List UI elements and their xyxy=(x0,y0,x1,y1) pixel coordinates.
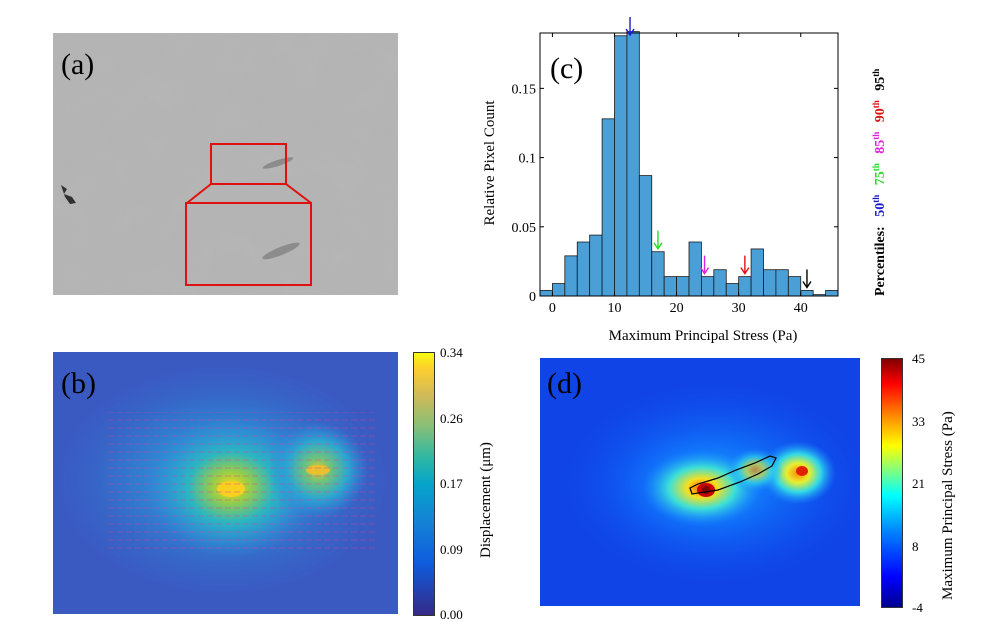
cbar-b-tick: 0.17 xyxy=(440,476,463,491)
panel-label-a: (a) xyxy=(61,48,95,81)
histogram-bar xyxy=(763,269,777,297)
histogram-bar xyxy=(576,241,591,297)
stress-heatmap xyxy=(540,358,860,606)
cbar-d-tick: 21 xyxy=(912,476,925,491)
y-tick-label: 0.05 xyxy=(512,221,537,236)
histogram-bar xyxy=(787,276,802,297)
stress-histogram: 0 10 20 30 40 0 0.05 0.1 0.15 Maximum Principal … xyxy=(482,17,888,344)
histogram-bar xyxy=(539,290,553,297)
cbar-d-tick: -4 xyxy=(912,600,923,615)
histogram-bar xyxy=(589,234,603,297)
histogram-bar xyxy=(775,269,789,297)
x-tick-label: 20 xyxy=(670,301,684,316)
percentile-arrow xyxy=(740,255,750,275)
x-tick-label: 10 xyxy=(608,301,622,316)
cbar-b-label: Displacement (μm) xyxy=(478,442,494,558)
histogram-bar xyxy=(800,290,814,297)
histogram-bar xyxy=(688,241,702,297)
cbar-b-tick: 0.34 xyxy=(440,345,463,360)
histogram-bar xyxy=(564,255,578,297)
histogram-bar xyxy=(713,269,727,297)
percentile-legend: Percentiles: 50th 75th 85th 90th 95th xyxy=(868,69,888,296)
histogram-bar xyxy=(651,251,665,297)
histogram-bar xyxy=(725,283,740,297)
micrograph-image xyxy=(53,33,398,295)
panel-label-b: (b) xyxy=(61,367,96,400)
stress-map xyxy=(540,358,860,606)
cbar-d-tick: 8 xyxy=(912,539,919,554)
micrograph-panel xyxy=(53,33,398,295)
plot-frame xyxy=(539,32,839,297)
percentile-arrow xyxy=(699,255,710,275)
cbar-b-tick: 0.26 xyxy=(440,411,463,426)
cbar-b-tick: 0.09 xyxy=(440,542,463,557)
displacement-heatmap xyxy=(53,352,398,614)
panel-label-c: (c) xyxy=(550,52,583,85)
histogram-bar xyxy=(552,283,566,297)
y-tick-label: 0.1 xyxy=(519,152,537,167)
cell-outline xyxy=(689,455,777,495)
displacement-map xyxy=(53,352,398,614)
histogram-bar xyxy=(601,118,615,297)
x-tick-label: 0 xyxy=(549,301,556,316)
y-axis-label: Relative Pixel Count xyxy=(482,100,498,226)
histogram-bar xyxy=(676,276,690,297)
roi-box xyxy=(210,143,287,185)
percentile-arrow xyxy=(802,269,812,289)
stress-colorbar xyxy=(881,358,903,608)
histogram-bar xyxy=(701,276,715,297)
debris-mark xyxy=(61,185,76,204)
percentile-title: Percentiles: xyxy=(873,226,888,296)
histogram-bar xyxy=(663,276,677,297)
histogram-bar xyxy=(614,35,628,297)
displacement-colorbar xyxy=(413,352,435,616)
x-tick-label: 40 xyxy=(794,301,808,316)
y-tick-label: 0 xyxy=(529,290,536,305)
histogram-bar xyxy=(626,31,640,297)
cbar-b-tick: 0.00 xyxy=(440,607,463,622)
panel-label-d: (d) xyxy=(547,367,582,400)
y-tick-label: 0.15 xyxy=(512,82,537,97)
cbar-d-tick: 45 xyxy=(912,351,925,366)
cbar-d-tick: 33 xyxy=(912,414,925,429)
percentile-arrow xyxy=(653,230,663,250)
x-tick-label: 30 xyxy=(732,301,746,316)
x-axis-label: Maximum Principal Stress (Pa) xyxy=(609,328,798,344)
zoom-inset-box xyxy=(185,202,312,286)
histogram-bar xyxy=(750,248,764,297)
percentile-arrow xyxy=(625,17,635,37)
histogram-bar xyxy=(638,175,653,297)
cbar-d-label: Maximum Principal Stress (Pa) xyxy=(940,411,956,600)
histogram-bar xyxy=(738,276,752,297)
histogram-bar xyxy=(825,290,839,297)
